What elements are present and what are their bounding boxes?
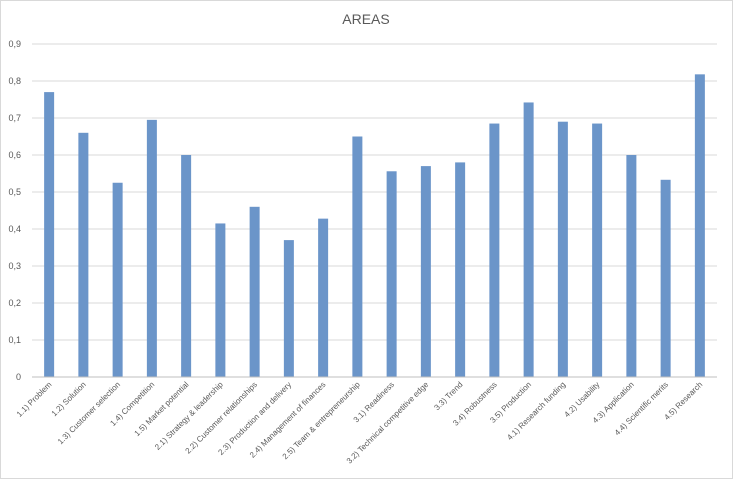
x-tick-label: 2.2) Customer relationships — [184, 380, 260, 456]
bar — [283, 240, 294, 377]
bar — [489, 123, 500, 377]
y-tick-label: 0,3 — [8, 261, 21, 271]
x-tick-label: 3.3) Trend — [432, 380, 464, 412]
y-axis-ticks: 0 0,1 0,2 0,3 0,4 0,5 0,6 0,7 0,8 0,9 — [8, 39, 21, 382]
bar — [626, 155, 637, 377]
y-tick-label: 0,1 — [8, 335, 21, 345]
bar — [386, 171, 397, 377]
chart-title: AREAS — [342, 11, 389, 27]
bar — [78, 132, 89, 377]
x-tick-label: 1.1) Problem — [15, 380, 54, 419]
y-tick-label: 0,6 — [8, 150, 21, 160]
bar — [181, 155, 192, 377]
bar — [112, 182, 123, 377]
bar — [249, 206, 260, 377]
bar — [215, 223, 226, 377]
x-tick-label: 2.1) Strategy & leadership — [153, 380, 225, 452]
gridlines — [32, 43, 717, 341]
bar — [420, 166, 431, 377]
y-tick-label: 0,9 — [8, 39, 21, 49]
bar — [44, 92, 55, 377]
y-tick-label: 0,4 — [8, 224, 21, 234]
y-tick-label: 0 — [16, 372, 21, 382]
bar — [318, 218, 329, 377]
bars — [44, 74, 705, 378]
bar — [455, 162, 466, 377]
bar — [523, 102, 534, 378]
y-tick-label: 0,7 — [8, 113, 21, 123]
bar — [352, 136, 363, 377]
y-tick-label: 0,8 — [8, 76, 21, 86]
y-tick-label: 0,5 — [8, 187, 21, 197]
bar — [660, 179, 671, 377]
x-tick-label: 1.3) Customer selection — [56, 380, 122, 446]
bar — [557, 121, 568, 377]
bar — [146, 119, 157, 377]
y-tick-label: 0,2 — [8, 298, 21, 308]
bar — [592, 123, 603, 377]
x-tick-label: 4.1) Research funding — [505, 380, 567, 442]
bar — [694, 74, 705, 377]
